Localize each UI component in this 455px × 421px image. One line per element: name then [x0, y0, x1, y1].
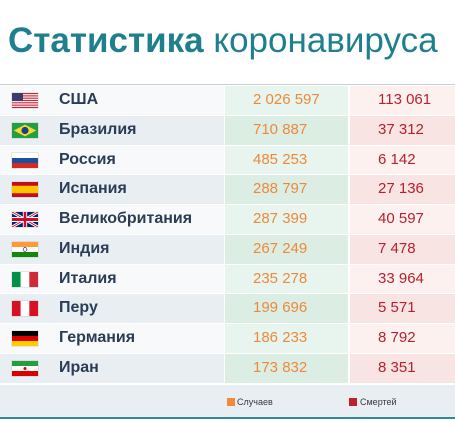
cases-value: 186 233: [253, 329, 308, 346]
table-row: Иран 173 832 8 351: [0, 353, 455, 383]
legend-label-cases: Случаев: [237, 397, 273, 407]
cases-value: 287 399: [253, 210, 308, 227]
flag-italy-icon: [12, 271, 38, 287]
chart-title: Статистика коронавируса: [8, 19, 455, 63]
flag-peru-icon: [12, 301, 38, 317]
flag-brazil-icon: [12, 122, 38, 138]
country-cell: Испания: [0, 175, 224, 204]
legend: Случаев Смертей: [0, 385, 455, 417]
cases-value: 267 249: [253, 239, 308, 257]
cases-cell: 267 249: [225, 234, 348, 264]
country-cell: США: [0, 86, 224, 115]
deaths-value: 33 964: [378, 269, 424, 287]
chart-title-rest: коронавируса: [213, 21, 438, 60]
deaths-cell: 5 571: [350, 294, 455, 323]
country-cell: Великобритания: [0, 205, 224, 234]
deaths-cell: 27 136: [350, 175, 455, 204]
country-cell: Перу: [0, 294, 224, 323]
legend-swatch-deaths: [349, 398, 357, 406]
cases-cell: 235 278: [225, 264, 348, 294]
cases-cell: 186 233: [225, 324, 348, 353]
country-cell: Иран: [0, 353, 224, 383]
cases-cell: 2 026 597: [225, 86, 348, 115]
deaths-value: 113 061: [378, 91, 432, 108]
country-name: Германия: [59, 329, 136, 346]
table-row: Германия 186 233 8 792: [0, 324, 455, 353]
deaths-value: 40 597: [378, 210, 424, 227]
country-cell: Индия: [0, 234, 224, 264]
cases-value: 173 832: [253, 358, 308, 376]
table-row: Италия 235 278 33 964: [0, 264, 455, 294]
flag-russia-icon: [12, 152, 38, 168]
table-row: Испания 288 797 27 136: [0, 175, 455, 204]
cases-cell: 710 887: [225, 115, 348, 145]
deaths-value: 7 478: [378, 239, 416, 257]
country-name: Италия: [59, 269, 117, 287]
deaths-cell: 8 792: [350, 324, 455, 353]
chart-title-bold: Статистика: [8, 21, 204, 60]
cases-cell: 288 797: [225, 175, 348, 204]
country-cell: Италия: [0, 264, 224, 294]
cases-value: 710 887: [253, 120, 308, 138]
deaths-cell: 40 597: [350, 205, 455, 234]
deaths-value: 8 351: [378, 358, 416, 376]
cases-value: 288 797: [253, 180, 308, 198]
country-name: Россия: [59, 150, 116, 168]
deaths-cell: 6 142: [350, 145, 455, 175]
deaths-value: 5 571: [378, 299, 416, 317]
footer-divider: [0, 417, 455, 419]
deaths-cell: 33 964: [350, 264, 455, 294]
legend-label-deaths: Смертей: [360, 397, 397, 407]
cases-cell: 199 696: [225, 294, 348, 323]
country-cell: Бразилия: [0, 115, 224, 145]
flag-uk-icon: [12, 212, 38, 227]
deaths-value: 27 136: [378, 180, 424, 198]
cases-value: 485 253: [253, 150, 308, 168]
cases-cell: 485 253: [225, 145, 348, 175]
statistics-table: США 2 026 597 113 061 Бразилия 710 887 37 312…: [0, 86, 455, 384]
country-cell: Германия: [0, 324, 224, 353]
country-name: Индия: [59, 239, 110, 257]
deaths-value: 6 142: [378, 150, 416, 168]
country-name: Великобритания: [59, 210, 193, 227]
flag-india-icon: [12, 241, 38, 257]
flag-iran-icon: [12, 360, 38, 376]
table-row: Великобритания 287 399 40 597: [0, 205, 455, 234]
cases-value: 235 278: [253, 269, 308, 287]
country-name: США: [59, 91, 99, 108]
cases-cell: 287 399: [225, 205, 348, 234]
table-row: Индия 267 249 7 478: [0, 234, 455, 264]
deaths-cell: 37 312: [350, 115, 455, 145]
country-name: Бразилия: [59, 120, 137, 138]
header-divider: [0, 84, 455, 85]
deaths-cell: 8 351: [350, 353, 455, 383]
table-row: Перу 199 696 5 571: [0, 294, 455, 323]
deaths-value: 37 312: [378, 120, 424, 138]
table-row: США 2 026 597 113 061: [0, 86, 455, 115]
deaths-cell: 113 061: [350, 86, 455, 115]
cases-value: 2 026 597: [253, 91, 320, 108]
table-row: Россия 485 253 6 142: [0, 145, 455, 175]
flag-usa-icon: [12, 93, 38, 108]
country-name: Испания: [59, 180, 127, 198]
country-name: Перу: [59, 299, 98, 317]
cases-value: 199 696: [253, 299, 308, 317]
flag-germany-icon: [12, 331, 38, 346]
legend-swatch-cases: [227, 398, 235, 406]
country-cell: Россия: [0, 145, 224, 175]
flag-spain-icon: [12, 182, 38, 198]
deaths-cell: 7 478: [350, 234, 455, 264]
country-name: Иран: [59, 358, 99, 376]
deaths-value: 8 792: [378, 329, 416, 346]
table-row: Бразилия 710 887 37 312: [0, 115, 455, 145]
cases-cell: 173 832: [225, 353, 348, 383]
